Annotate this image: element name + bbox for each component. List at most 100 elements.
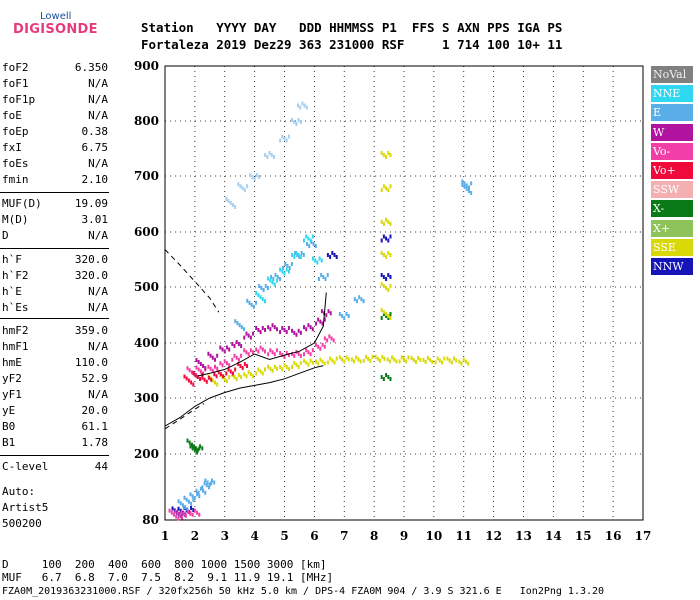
echo-mark — [274, 273, 277, 277]
echo-mark — [237, 373, 240, 377]
x-tick-label: 9 — [400, 529, 408, 543]
legend-item-vo: Vo+ — [651, 162, 693, 179]
separator — [0, 318, 109, 319]
echo-mark — [387, 219, 390, 224]
echo-mark — [300, 251, 303, 255]
echo-mark — [308, 244, 311, 248]
echo-mark — [467, 189, 470, 193]
param-hmf2: hmF2 359.0 — [2, 324, 108, 338]
echo-mark — [225, 197, 228, 201]
y-tick-label: 700 — [134, 169, 159, 183]
param-value: 320.0 — [74, 253, 108, 266]
echo-mark — [221, 347, 224, 352]
echo-mark — [203, 377, 206, 382]
echo-mark — [414, 359, 417, 364]
echo-mark — [323, 344, 326, 349]
echo-mark — [283, 271, 286, 276]
echo-mark — [209, 366, 212, 371]
echo-mark — [266, 155, 269, 159]
echo-mark — [287, 134, 290, 139]
echo-mark — [279, 138, 282, 143]
echo-mark — [267, 325, 270, 330]
param-value: 20.0 — [81, 404, 109, 417]
echo-mark — [246, 364, 249, 368]
echo-mark — [210, 481, 213, 486]
echo-mark — [305, 242, 308, 246]
echo-mark — [389, 377, 392, 381]
echo-mark — [259, 330, 262, 334]
echo-mark — [241, 366, 244, 370]
echo-mark — [273, 282, 276, 287]
echo-mark — [293, 120, 296, 124]
x-tick-label: 3 — [221, 529, 229, 543]
echo-mark — [470, 191, 473, 195]
echo-mark — [181, 503, 184, 508]
echo-mark — [227, 199, 230, 203]
y-tick-label: 800 — [134, 114, 159, 128]
echo-mark — [243, 348, 246, 353]
param-hmf1: hmF1 N/A — [2, 340, 108, 354]
echo-mark — [382, 184, 385, 189]
echo-mark — [195, 488, 198, 493]
echo-mark — [389, 184, 392, 189]
echo-mark — [362, 358, 365, 363]
x-tick-label: 15 — [575, 529, 592, 543]
y-tick-label: 500 — [134, 280, 159, 294]
echo-mark — [382, 221, 385, 226]
echo-mark — [223, 359, 226, 364]
param-value: N/A — [88, 93, 108, 106]
echo-mark — [204, 490, 207, 495]
echo-mark — [237, 362, 240, 366]
echo-mark — [195, 365, 198, 370]
echo-mark — [270, 153, 273, 157]
echo-mark — [329, 356, 332, 361]
echo-mark — [330, 336, 333, 341]
echo-mark — [178, 513, 181, 518]
echo-mark — [240, 375, 243, 379]
echo-mark — [188, 440, 191, 445]
echo-mark — [271, 350, 274, 355]
echo-mark — [320, 273, 323, 277]
param-label: foF1 — [2, 77, 29, 90]
echo-mark — [283, 355, 286, 359]
echo-mark — [290, 262, 293, 266]
echo-mark — [322, 275, 325, 279]
echo-mark — [353, 359, 355, 364]
param-fof1: foF1 N/A — [2, 77, 108, 91]
echo-mark — [299, 353, 302, 358]
echo-mark — [273, 325, 276, 330]
echo-mark — [197, 490, 200, 495]
echo-mark — [391, 355, 394, 360]
echo-mark — [285, 351, 288, 355]
echo-mark — [255, 371, 258, 376]
echo-mark — [295, 332, 298, 337]
param-ye: yE 20.0 — [2, 404, 108, 418]
echo-mark — [338, 355, 341, 360]
echo-mark — [318, 256, 321, 261]
param-label: yF1 — [2, 388, 22, 401]
echo-mark — [358, 295, 361, 300]
echo-mark — [426, 355, 429, 360]
echo-mark — [270, 275, 273, 279]
echo-mark — [309, 238, 312, 243]
echo-mark — [281, 326, 284, 330]
echo-mark — [223, 349, 226, 354]
echo-mark — [436, 356, 439, 361]
echo-mark — [376, 356, 379, 361]
echo-mark — [222, 374, 225, 379]
echo-mark — [250, 302, 253, 307]
echo-mark — [204, 366, 207, 370]
echo-mark — [276, 275, 279, 279]
echo-mark — [190, 506, 193, 510]
echo-mark — [266, 286, 269, 290]
echo-mark — [191, 512, 194, 517]
echo-mark — [317, 344, 320, 349]
echo-mark — [311, 360, 314, 365]
echo-mark — [389, 221, 392, 226]
echo-mark — [321, 342, 324, 347]
y-tick-label: 600 — [134, 225, 159, 239]
echo-mark — [345, 312, 348, 316]
echo-mark — [387, 273, 390, 277]
echo-mark — [328, 334, 331, 339]
echo-mark — [237, 357, 240, 362]
